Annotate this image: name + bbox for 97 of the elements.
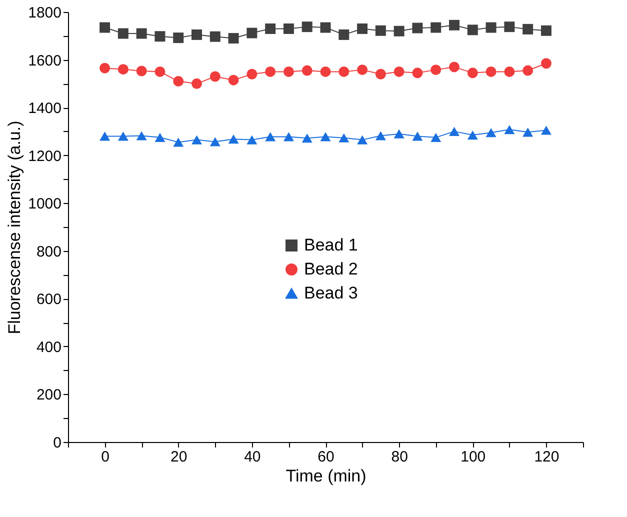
point [449,20,460,30]
point [504,124,515,134]
y-tick-label: 200 [36,386,62,404]
point [192,29,202,40]
point [118,64,128,75]
point [375,68,386,80]
point [394,26,404,36]
y-tick-label: 600 [36,291,62,308]
point [283,23,294,34]
point [338,66,350,77]
y-tick-label: 0 [53,434,62,452]
point [154,132,166,142]
point [302,134,312,143]
y-axis-title: Fluorescense intensity (a.u.) [5,120,24,334]
y-tick-label: 1600 [28,52,62,70]
point [154,31,166,42]
point [210,31,220,42]
point [504,66,515,77]
y-tick-label: 1200 [28,148,62,165]
point [522,128,534,137]
point [136,28,147,39]
point [210,137,220,146]
point [265,66,276,77]
x-tick-label: 80 [391,448,408,466]
point [375,25,386,36]
point [504,22,515,32]
point [357,23,368,34]
point [522,65,534,76]
point [192,78,202,89]
point [118,28,128,39]
y-tick-label: 400 [36,338,62,356]
point [357,64,368,76]
point [357,135,368,144]
point [302,22,312,32]
point [430,64,442,76]
point [412,68,423,78]
point [467,24,478,36]
x-tick-label: 100 [460,448,486,466]
point [246,135,258,144]
point [136,131,147,140]
legend-label: Bead 3 [304,284,358,302]
x-tick-label: 0 [101,448,110,466]
point [412,132,423,141]
point [228,74,239,86]
point [265,23,276,34]
point [430,132,442,142]
point [228,134,239,144]
point [486,22,496,33]
point [486,128,496,138]
point [430,22,442,33]
point [540,126,552,135]
point [486,66,496,77]
point [302,65,312,76]
point [136,66,147,76]
point [265,132,276,142]
y-tick-label: 1000 [28,196,62,213]
x-axis-title: Time (min) [286,466,366,486]
point [173,76,184,87]
legend-label: Bead 1 [304,236,358,254]
point [100,132,110,141]
point [338,133,350,142]
point [173,32,184,44]
point [467,130,478,140]
x-tick-label: 60 [318,448,334,466]
point [540,58,552,69]
point [320,66,331,77]
point [100,22,110,33]
point [173,138,184,147]
point [246,68,258,80]
point [100,62,110,74]
point [338,29,350,40]
x-tick-label: 20 [170,448,188,466]
point [540,25,552,36]
y-tick-label: 1400 [28,100,62,118]
point [192,135,202,144]
point [467,68,478,78]
y-tick-label: 1800 [28,4,62,22]
point [449,62,460,72]
x-tick-label: 120 [534,448,560,466]
point [283,132,294,142]
point [154,66,166,77]
point [394,129,404,138]
point [228,33,239,44]
point [449,126,460,136]
point [320,132,331,142]
point [394,66,404,77]
point [283,66,294,77]
point [320,22,331,33]
point [412,22,423,34]
x-tick-label: 40 [244,448,261,466]
point [375,131,386,140]
point [210,71,220,82]
point [246,28,258,38]
point [522,24,534,34]
y-tick-label: 800 [36,243,62,260]
legend-label: Bead 2 [304,260,358,278]
point [118,132,128,141]
